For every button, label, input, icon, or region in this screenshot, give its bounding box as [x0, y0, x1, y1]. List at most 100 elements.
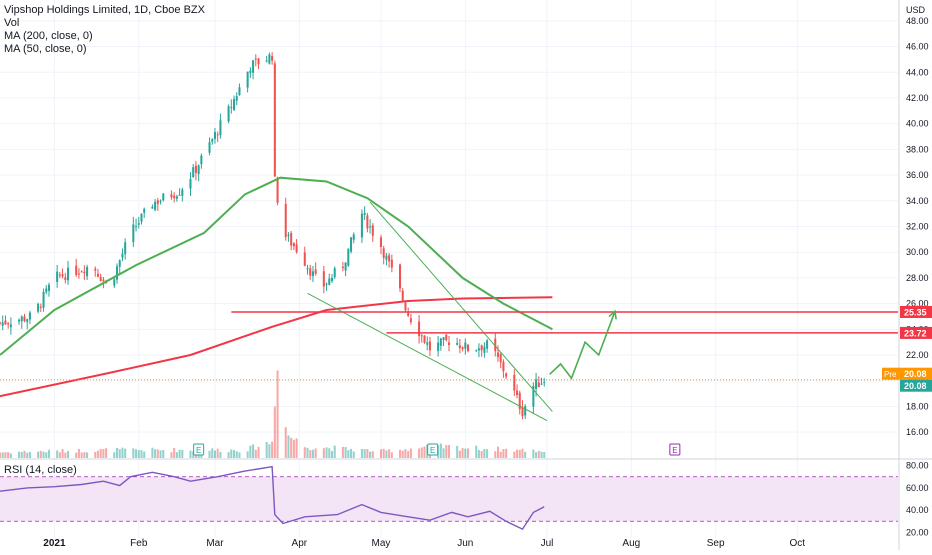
candle[interactable]	[156, 200, 159, 204]
candle[interactable]	[213, 132, 216, 139]
candle[interactable]	[480, 345, 483, 351]
candle[interactable]	[47, 284, 51, 291]
candle[interactable]	[140, 213, 143, 222]
candle[interactable]	[390, 259, 393, 268]
candle[interactable]	[341, 266, 344, 269]
candle[interactable]	[456, 342, 459, 345]
candle[interactable]	[363, 213, 366, 215]
earnings-marker[interactable]	[193, 443, 205, 456]
candle[interactable]	[37, 303, 40, 312]
candle[interactable]	[113, 279, 116, 286]
candle[interactable]	[439, 338, 442, 346]
candle[interactable]	[352, 234, 355, 240]
candle[interactable]	[325, 283, 328, 285]
candle[interactable]	[249, 70, 252, 73]
candle[interactable]	[371, 225, 374, 236]
candle[interactable]	[496, 352, 500, 357]
candle[interactable]	[151, 206, 154, 209]
candle[interactable]	[230, 106, 233, 108]
candle[interactable]	[233, 99, 236, 110]
candle[interactable]	[227, 106, 230, 122]
candle[interactable]	[23, 316, 26, 322]
candle[interactable]	[175, 196, 178, 199]
candle[interactable]	[252, 60, 255, 73]
projection-path[interactable]	[549, 311, 616, 380]
candle[interactable]	[303, 252, 306, 266]
candle[interactable]	[475, 349, 478, 351]
candle[interactable]	[292, 243, 295, 247]
candle[interactable]	[350, 237, 353, 252]
candle[interactable]	[401, 290, 404, 301]
candle[interactable]	[197, 165, 200, 175]
ma200-legend[interactable]: MA (200, close, 0)	[4, 30, 93, 42]
candle[interactable]	[521, 407, 524, 417]
candle[interactable]	[426, 342, 429, 345]
candle[interactable]	[64, 277, 67, 280]
candle[interactable]	[39, 306, 42, 308]
candle[interactable]	[464, 342, 467, 349]
candle[interactable]	[360, 213, 363, 238]
candle[interactable]	[246, 71, 249, 88]
candle[interactable]	[502, 361, 505, 372]
candle[interactable]	[537, 382, 540, 388]
candle[interactable]	[86, 266, 89, 277]
candle[interactable]	[420, 335, 423, 337]
candle[interactable]	[178, 194, 181, 196]
ma50-line[interactable]	[0, 176, 553, 356]
candle[interactable]	[96, 273, 99, 277]
candle[interactable]	[99, 276, 102, 282]
candle[interactable]	[505, 373, 508, 377]
candle[interactable]	[379, 237, 382, 248]
candle[interactable]	[398, 264, 402, 289]
candle[interactable]	[265, 60, 268, 62]
candle[interactable]	[7, 323, 10, 325]
candle[interactable]	[0, 322, 2, 324]
candle[interactable]	[159, 200, 162, 202]
candle[interactable]	[192, 167, 195, 178]
candle[interactable]	[28, 312, 31, 320]
wedge-lower-line[interactable]	[307, 292, 548, 422]
candle[interactable]	[333, 268, 336, 278]
candle[interactable]	[347, 248, 350, 266]
candle[interactable]	[344, 262, 347, 271]
candle[interactable]	[516, 390, 519, 396]
candle[interactable]	[4, 320, 7, 325]
candle[interactable]	[211, 139, 214, 142]
rsi-legend[interactable]: RSI (14, close)	[4, 464, 77, 476]
ma200-line[interactable]	[0, 296, 553, 398]
candle[interactable]	[268, 54, 271, 64]
candle[interactable]	[382, 248, 385, 258]
candle[interactable]	[532, 386, 535, 407]
earnings-marker[interactable]	[669, 443, 681, 456]
candle[interactable]	[75, 265, 78, 275]
candle[interactable]	[9, 324, 12, 328]
candle[interactable]	[200, 155, 203, 165]
candle[interactable]	[494, 338, 497, 352]
candle[interactable]	[181, 189, 184, 196]
candle[interactable]	[124, 242, 127, 255]
candle[interactable]	[499, 354, 502, 363]
candle[interactable]	[135, 226, 138, 228]
candle[interactable]	[143, 208, 146, 213]
candle[interactable]	[447, 342, 451, 345]
price-marker[interactable]	[900, 367, 932, 380]
candle[interactable]	[328, 278, 331, 285]
price-marker[interactable]	[900, 379, 932, 392]
rsi-line[interactable]	[0, 465, 545, 530]
candle[interactable]	[295, 244, 298, 253]
candle[interactable]	[26, 319, 29, 323]
candle[interactable]	[257, 58, 260, 65]
candle[interactable]	[458, 345, 461, 349]
candle[interactable]	[322, 271, 325, 287]
candle[interactable]	[287, 234, 290, 237]
candle[interactable]	[77, 273, 80, 275]
candle[interactable]	[58, 274, 61, 276]
candle[interactable]	[369, 226, 372, 228]
price-marker[interactable]	[900, 326, 932, 339]
candle[interactable]	[540, 383, 543, 385]
candle[interactable]	[418, 321, 421, 337]
candle[interactable]	[442, 337, 445, 341]
ma50-legend[interactable]: MA (50, close, 0)	[4, 43, 87, 55]
candle[interactable]	[80, 271, 83, 273]
